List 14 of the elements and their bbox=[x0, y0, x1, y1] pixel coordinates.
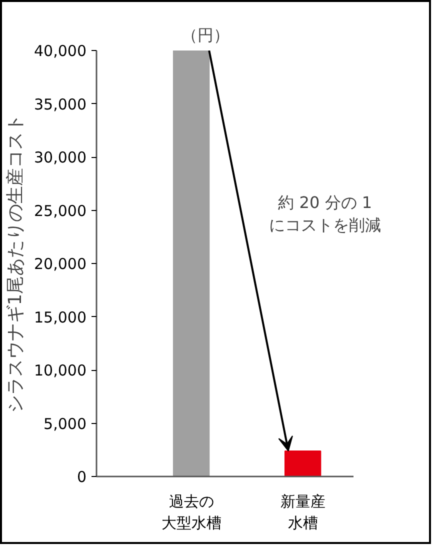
y-tick-label: 25,000 bbox=[34, 202, 87, 220]
x-tick-label: 過去の大型水槽 bbox=[161, 492, 222, 532]
y-tick-label: 40,000 bbox=[34, 42, 87, 60]
annotation: 約 20 分の 1 にコストを削減 bbox=[269, 192, 382, 235]
y-tick-label: 15,000 bbox=[34, 308, 87, 326]
y-tick-label: 0 bbox=[76, 468, 87, 486]
y-tick-label: 10,000 bbox=[34, 362, 87, 380]
text: （円） bbox=[182, 26, 230, 44]
y-tick-label: 20,000 bbox=[34, 255, 87, 273]
y-tick-label: 5,000 bbox=[44, 414, 87, 433]
x-tick-label: 新量産水槽 bbox=[280, 492, 326, 532]
y-tick-label: 30,000 bbox=[34, 148, 87, 166]
y-tick-label: 35,000 bbox=[34, 95, 87, 114]
y-axis-title: シラスウナギ1尾あたりの生産コスト bbox=[5, 114, 26, 414]
